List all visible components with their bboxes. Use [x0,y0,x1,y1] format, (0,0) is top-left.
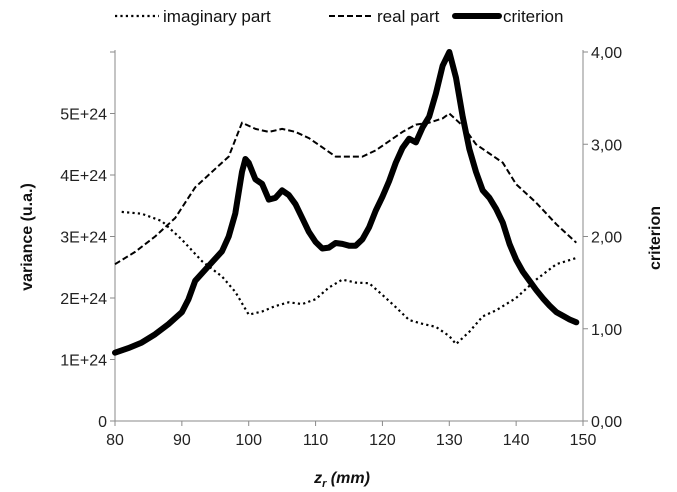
y-left-tick-label: 1E+24 [60,353,107,370]
series-line-real-part [114,112,577,266]
x-axis-title-subscript: r [322,478,327,490]
x-tick-label: 100 [235,432,262,449]
legend-label: imaginary part [163,7,271,26]
x-tick-label: 130 [436,432,463,449]
y-left-tick-label: 3E+24 [60,230,107,247]
x-tick-label: 90 [173,432,191,449]
x-tick-label: 120 [369,432,396,449]
x-tick-label: 80 [106,432,124,449]
x-axis-title-unit: (mm) [326,470,370,487]
x-axis-title: zr (mm) [313,470,370,490]
legend-label: real part [377,7,440,26]
y-right-tick-label: 0,00 [591,414,622,431]
y-left-tick-label: 0 [98,414,107,431]
y-right-tick-label: 3,00 [591,137,622,154]
series-layer [112,49,580,356]
x-tick-label: 110 [303,432,329,449]
series-line-imaginary-part [121,210,577,346]
axes [110,50,588,426]
y-right-tick-label: 1,00 [591,322,622,339]
legend: imaginary part real part criterion [115,7,563,26]
y-right-axis-title: criterion [647,206,664,270]
series-line-criterion [112,49,580,356]
y-left-tick-label: 5E+24 [60,107,107,124]
axis-labels: 80 90 100 110 120 130 140 150 0 1E+24 2E+24 3E+24 4E… [19,45,664,490]
y-left-tick-label: 2E+24 [60,291,107,308]
y-right-tick-label: 4,00 [591,45,622,62]
y-left-tick-label: 4E+24 [60,168,107,185]
x-axis-title-main: z [313,470,322,487]
x-tick-label: 150 [570,432,597,449]
y-left-axis-title: variance (u.a.) [19,183,36,291]
legend-label: criterion [503,7,563,26]
y-right-tick-label: 2,00 [591,230,622,247]
x-tick-label: 140 [503,432,530,449]
